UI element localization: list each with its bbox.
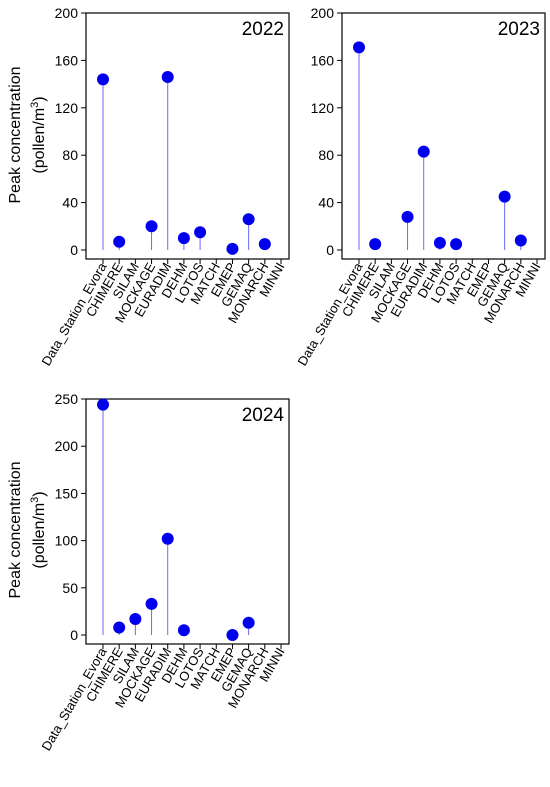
y-tick-label: 250 — [55, 391, 79, 407]
lollipop-marker — [258, 238, 271, 251]
lollipop-marker — [145, 597, 158, 610]
chart-panel-2024: 050100150200250Data_Station_EvoraCHIMERE… — [38, 391, 290, 753]
y-tick-label: 0 — [70, 242, 78, 258]
plot-frame — [341, 12, 546, 260]
plot-frame — [85, 12, 290, 260]
lollipop-marker — [242, 213, 255, 226]
x-tick-label: Data_Station_Evora — [38, 644, 110, 753]
y-tick-label: 200 — [311, 5, 335, 21]
y-tick-label: 40 — [318, 195, 334, 211]
x-tick-label: Data_Station_Evora — [294, 259, 366, 368]
lollipop-marker — [514, 234, 527, 247]
lollipop-marker — [194, 226, 207, 239]
lollipop-marker — [129, 612, 142, 625]
y-tick-label: 200 — [55, 5, 79, 21]
y-tick-label: 0 — [70, 627, 78, 643]
lollipop-marker — [401, 210, 414, 223]
y-axis-title-line1: Peak concentration — [7, 462, 24, 599]
lollipop-marker — [161, 532, 174, 545]
plot-frame — [85, 398, 290, 645]
panel-year-label: 2022 — [242, 19, 284, 40]
y-tick-label: 0 — [326, 242, 334, 258]
y-tick-label: 200 — [55, 438, 79, 454]
lollipop-marker — [97, 398, 109, 411]
y-tick-label: 80 — [62, 147, 78, 163]
lollipop-marker — [145, 220, 158, 233]
lollipop-marker — [450, 238, 463, 251]
lollipop-marker — [433, 236, 446, 249]
y-axis-title-line1: Peak concentration — [7, 67, 24, 204]
panel-year-label: 2023 — [498, 19, 540, 40]
x-tick-label: Data_Station_Evora — [38, 259, 110, 368]
chart-panel-2022: 04080120160200Data_Station_EvoraCHIMERES… — [38, 5, 290, 368]
y-tick-label: 100 — [55, 533, 79, 549]
lollipop-marker — [177, 624, 190, 637]
lollipop-marker — [417, 145, 430, 158]
lollipop-marker — [226, 242, 239, 255]
y-tick-label: 150 — [55, 485, 79, 501]
lollipop-marker — [226, 629, 239, 641]
lollipop-marker — [161, 70, 174, 83]
y-tick-label: 120 — [311, 100, 335, 116]
y-axis-title-bottom: Peak concentration (pollen/m3) — [7, 462, 48, 599]
y-tick-label: 50 — [62, 580, 78, 596]
y-tick-label: 40 — [62, 195, 78, 211]
lollipop-marker — [97, 73, 109, 86]
panel-year-label: 2024 — [242, 405, 285, 426]
lollipop-marker — [113, 621, 126, 634]
chart-panel-2023: 04080120160200Data_Station_EvoraCHIMERES… — [294, 5, 546, 368]
y-tick-label: 160 — [55, 52, 79, 68]
y-tick-label: 80 — [318, 147, 334, 163]
y-axis-title-top: Peak concentration (pollen/m3) — [7, 67, 48, 204]
lollipop-marker — [177, 232, 190, 245]
lollipop-marker — [369, 238, 382, 251]
lollipop-marker — [498, 190, 511, 203]
lollipop-marker — [353, 41, 365, 54]
lollipop-marker — [242, 616, 255, 629]
y-tick-label: 120 — [55, 100, 79, 116]
y-axis-title-line2: (pollen/m3) — [29, 96, 48, 173]
lollipop-marker — [113, 235, 126, 248]
y-tick-label: 160 — [311, 52, 335, 68]
y-axis-title-line2: (pollen/m3) — [29, 491, 48, 568]
